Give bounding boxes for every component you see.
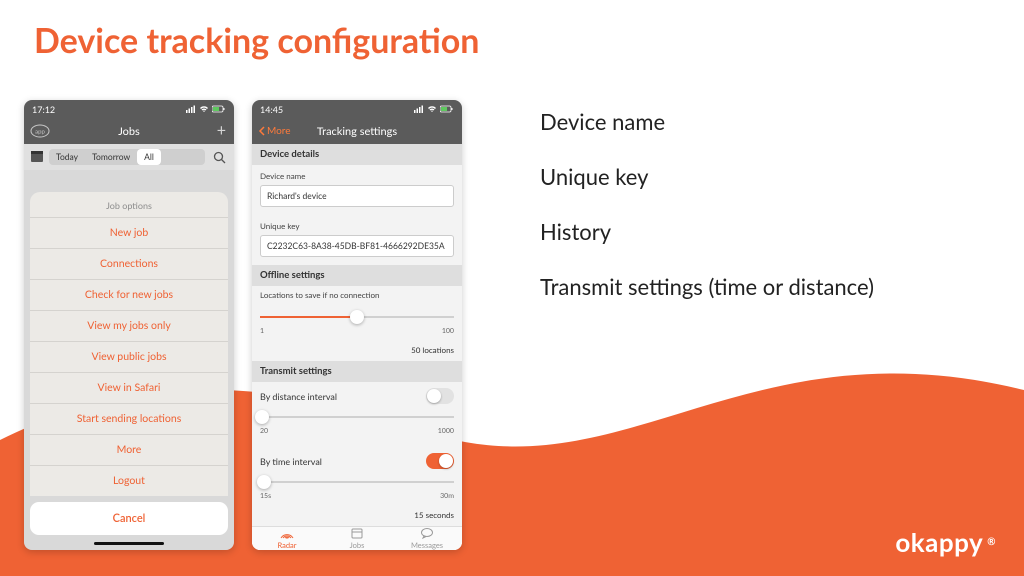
time-toggle[interactable] [426,453,454,469]
sheet-option[interactable]: View in Safari [30,372,228,403]
sheet-option[interactable]: Start sending locations [30,403,228,434]
phone-screenshot-jobs: 17:12 app Jobs + Today Tomorrow All [24,100,234,550]
slider-min: 20 [260,427,268,435]
tab-label: Radar [277,541,296,550]
section-header: Offline settings [252,265,462,286]
slider-min: 1 [260,327,264,335]
nav-bar: app Jobs + [24,118,234,144]
nav-bar: More Tracking settings [252,118,462,144]
app-logo-icon: app [30,124,50,138]
brand-logo: okappy® [895,526,996,558]
tab-bar: Radar Jobs Messages [252,526,462,550]
unique-key-input[interactable]: C2232C63-8A38-45DB-BF81-4666292DE35A [260,235,454,257]
back-button[interactable]: More [258,125,291,137]
status-icons [414,105,454,113]
tab-label: Jobs [350,541,365,550]
sheet-option[interactable]: View public jobs [30,341,228,372]
wifi-icon [427,105,437,113]
sheet-option[interactable]: Connections [30,248,228,279]
field-label: Unique key [260,221,454,231]
time-slider[interactable] [260,475,454,489]
cancel-button[interactable]: Cancel [30,502,228,535]
segment-bar: Today Tomorrow All [24,144,234,170]
sheet-option[interactable]: New job [30,217,228,248]
segment-all[interactable]: All [137,149,161,165]
status-time: 17:12 [32,104,55,115]
phone-screenshot-settings: 14:45 More Tracking settings Device deta… [252,100,462,550]
nav-title: Jobs [118,125,140,138]
time-toggle-label: By time interval [260,456,322,467]
slider-max: 100 [442,327,454,335]
distance-toggle[interactable] [426,388,454,404]
date-segmented-control[interactable]: Today Tomorrow All [49,149,205,165]
action-sheet: Job options New job Connections Check fo… [30,192,228,496]
back-label: More [267,125,291,137]
slider-max: 30m [440,492,454,500]
signal-icon [414,105,424,113]
sheet-option[interactable]: More [30,434,228,465]
sheet-option[interactable]: Logout [30,465,228,496]
slider-min: 15s [260,492,271,500]
svg-text:app: app [35,129,45,136]
section-header: Device details [252,144,462,165]
bullet-item: Device name [540,108,874,135]
action-sheet-backdrop: Job options New job Connections Check fo… [24,170,234,550]
tab-messages[interactable]: Messages [392,527,462,550]
slider-max: 1000 [438,427,454,435]
sheet-option[interactable]: View my jobs only [30,310,228,341]
bullet-list: Device name Unique key History Transmit … [540,108,874,328]
bullet-item: Unique key [540,163,874,190]
device-name-input[interactable]: Richard's device [260,185,454,207]
nav-title: Tracking settings [317,125,397,138]
section-header: Transmit settings [252,361,462,382]
offline-slider-value: 50 locations [252,341,462,361]
calendar-icon [350,527,364,539]
bullet-item: Transmit settings (time or distance) [540,273,874,300]
status-bar: 14:45 [252,100,462,118]
offline-slider-label: Locations to save if no connection [260,290,454,300]
messages-icon [420,527,434,539]
search-icon[interactable] [210,148,228,166]
settings-scroll: Device details Device name Richard's dev… [252,144,462,550]
field-label: Device name [260,171,454,181]
status-time: 14:45 [260,104,283,115]
tab-radar[interactable]: Radar [252,527,322,550]
segment-today[interactable]: Today [49,149,85,165]
chevron-left-icon [258,126,265,136]
sheet-option[interactable]: Check for new jobs [30,279,228,310]
tab-label: Messages [411,541,443,550]
add-icon[interactable]: + [217,123,226,139]
radar-icon [280,527,294,539]
distance-slider[interactable] [260,410,454,424]
distance-toggle-label: By distance interval [260,391,337,402]
battery-icon [440,105,454,113]
tab-jobs[interactable]: Jobs [322,527,392,550]
bullet-item: History [540,218,874,245]
offline-slider[interactable] [260,310,454,324]
home-indicator [94,542,164,545]
sheet-header: Job options [30,192,228,217]
time-slider-value: 15 seconds [252,506,462,526]
calendar-icon[interactable] [30,149,44,166]
signal-icon [186,105,196,113]
segment-tomorrow[interactable]: Tomorrow [85,149,137,165]
status-icons [186,105,226,113]
status-bar: 17:12 [24,100,234,118]
battery-icon [212,105,226,113]
wifi-icon [199,105,209,113]
page-title: Device tracking configuration [34,20,479,61]
